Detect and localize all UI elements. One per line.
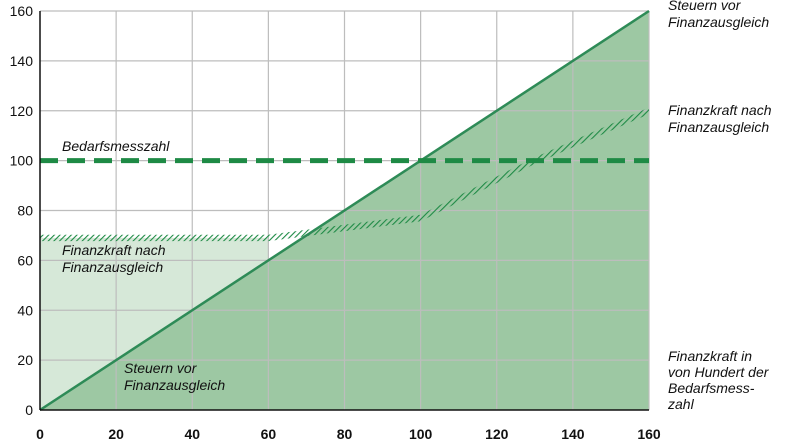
- y-tick-40: 40: [17, 302, 33, 318]
- y-tick-140: 140: [10, 53, 34, 69]
- x-tick-60: 60: [261, 426, 277, 442]
- label-steuern-right-2: Finanzausgleich: [668, 14, 769, 30]
- x-tick-40: 40: [184, 426, 200, 442]
- x-axis-label-4: zahl: [667, 396, 695, 412]
- y-tick-80: 80: [17, 203, 33, 219]
- y-tick-60: 60: [17, 252, 33, 268]
- x-tick-80: 80: [337, 426, 353, 442]
- x-tick-20: 20: [108, 426, 124, 442]
- label-steuern-left-2: Finanzausgleich: [124, 377, 225, 393]
- x-tick-labels: 0 20 40 60 80 100 120 140 160: [36, 426, 661, 442]
- label-finanzkraft-right-2: Finanzausgleich: [668, 119, 769, 135]
- y-tick-160: 160: [10, 3, 34, 19]
- y-tick-120: 120: [10, 103, 34, 119]
- x-axis-label-3: Bedarfsmess-: [668, 380, 755, 396]
- y-tick-20: 20: [17, 352, 33, 368]
- x-axis-label-2: von Hundert der: [668, 364, 770, 380]
- label-steuern-left-1: Steuern vor: [124, 360, 198, 376]
- x-tick-140: 140: [561, 426, 585, 442]
- label-finanzkraft-left-1: Finanzkraft nach: [62, 242, 166, 258]
- y-tick-0: 0: [25, 402, 33, 418]
- x-tick-120: 120: [485, 426, 509, 442]
- x-tick-0: 0: [36, 426, 44, 442]
- label-finanzkraft-right-1: Finanzkraft nach: [668, 102, 772, 118]
- label-finanzkraft-left-2: Finanzausgleich: [62, 259, 163, 275]
- y-tick-100: 100: [10, 153, 34, 169]
- x-tick-160: 160: [637, 426, 661, 442]
- y-tick-labels: 0 20 40 60 80 100 120 140 160: [10, 3, 34, 418]
- label-steuern-right-1: Steuern vor: [668, 0, 742, 13]
- x-axis-label-1: Finanzkraft in: [668, 348, 752, 364]
- label-bedarfsmesszahl: Bedarfsmesszahl: [62, 138, 170, 154]
- x-tick-100: 100: [409, 426, 433, 442]
